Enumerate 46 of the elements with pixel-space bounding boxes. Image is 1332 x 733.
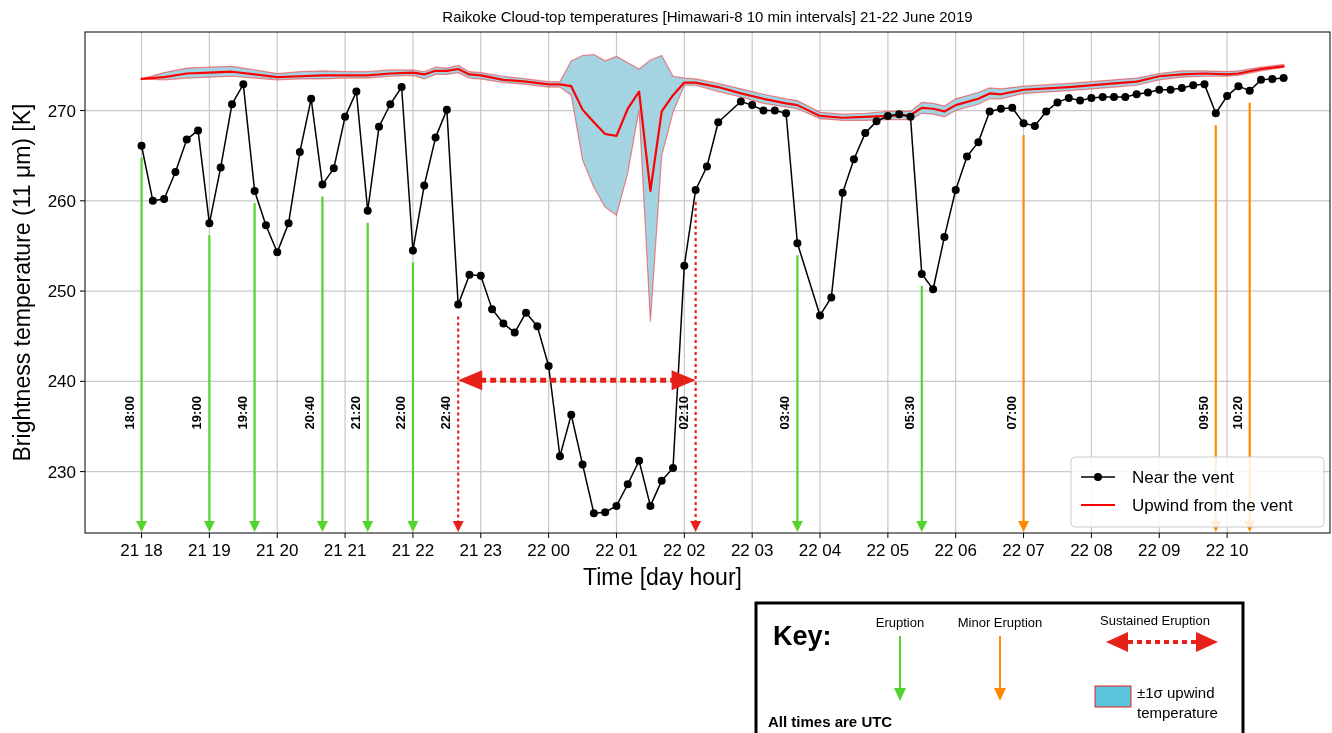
x-tick-label: 22 08 [1070,541,1113,560]
text: Eruption [875,615,925,630]
x-tick-label: 21 19 [188,541,231,560]
x-tick-label: 21 20 [255,541,299,560]
x-tick-label: 22 01 [595,541,638,560]
text: Sustained Eruption [1100,613,1210,628]
ref-line-label: 02:10 [675,396,691,430]
x-tick-label: 22 05 [866,541,910,560]
ref-line-label: 21:20 [347,396,363,430]
y-axis-title: Brightness temperature (11 μm) [K] [9,103,35,462]
x-tick-label: 22 06 [934,541,977,560]
ref-line-label: 22:40 [438,396,454,430]
text: All times are UTC [768,713,893,730]
x-tick-label: 22 00 [527,541,570,560]
x-tick-label: 21 23 [459,541,503,560]
y-tick-label: 240 [47,372,76,392]
ref-line-label: 18:00 [121,396,137,430]
text: ±1σ upwind temperature [1137,684,1218,721]
x-tick-label: 21 21 [323,541,367,560]
x-tick-label: 22 03 [730,541,774,560]
y-tick-label: 270 [47,101,76,121]
x-tick-label: 21 18 [120,541,163,560]
ref-line-label: 05:30 [901,396,917,430]
y-tick-label: 250 [47,282,76,302]
ref-line-label: 03:40 [777,396,793,430]
x-tick-label: 22 07 [1002,541,1045,560]
chart-title: Raikoke Cloud-top temperatures [Himawari-8 10 min intervals] 21-22 June 2019 [442,8,973,25]
ref-line-label: 09:50 [1195,396,1211,430]
legend-label: Upwind from the vent [1132,496,1293,515]
y-tick-label: 230 [47,462,76,482]
ref-line-label: 19:00 [189,396,205,430]
text: Minor Eruption [957,615,1043,630]
ref-line-label: 20:40 [302,396,318,430]
ref-line-label: 10:20 [1229,396,1245,430]
x-tick-label: 21 22 [391,541,435,560]
text: Key: [773,621,832,651]
legend-label: Near the vent [1132,468,1235,487]
ref-line-label: 07:00 [1003,396,1019,430]
x-tick-label: 22 09 [1137,541,1181,560]
ref-line-label: 19:40 [234,396,250,430]
ref-line-label: 22:00 [392,396,408,430]
x-axis-title: Time [day hour] [583,564,742,590]
y-tick-label: 260 [47,191,76,211]
x-tick-label: 22 10 [1205,541,1249,560]
x-tick-label: 22 04 [798,541,842,560]
x-tick-label: 22 02 [663,541,706,560]
